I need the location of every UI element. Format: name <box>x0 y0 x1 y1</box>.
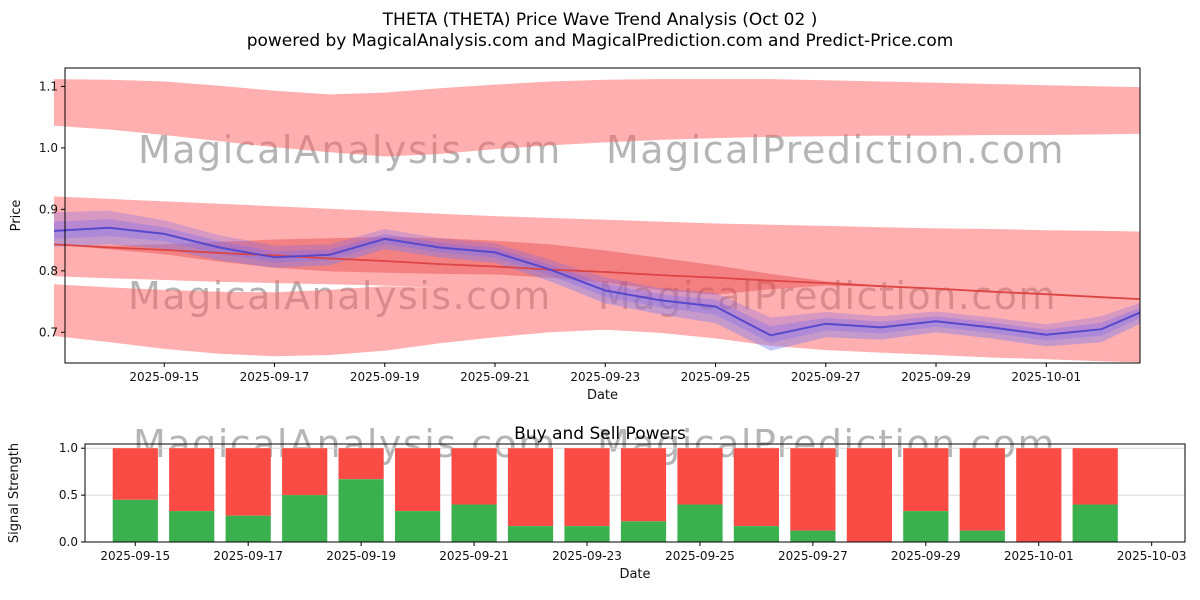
x-tick-label: 2025-09-29 <box>901 370 971 384</box>
x-tick-label: 2025-09-27 <box>778 549 848 563</box>
buy-bar <box>112 499 158 542</box>
y-tick-label: 1.1 <box>39 79 58 93</box>
sell-bar <box>225 448 271 516</box>
x-tick-label: 2025-09-17 <box>213 549 283 563</box>
x-axis-label: Date <box>619 567 650 582</box>
x-tick-label: 2025-09-23 <box>552 549 622 563</box>
buy-bar <box>225 515 271 542</box>
price-trend-chart: 0.7 0.8 0.9 1.0 1.1 2025-09-15 2025-09-17 2025-… <box>9 67 1141 403</box>
buy-bar <box>564 526 610 542</box>
buy-sell-chart: 0.0 0.5 1.0 2025-09-15 2025-09-17 2025-09-19 2… <box>7 441 1187 582</box>
buy-bar <box>733 526 779 542</box>
plot-frame <box>84 443 1186 543</box>
sell-bar <box>677 448 723 505</box>
x-tick-label: 2025-09-19 <box>326 549 396 563</box>
y-tick-label: 0.0 <box>59 535 78 549</box>
core-trend-band <box>54 237 1140 300</box>
sell-bar <box>112 448 158 500</box>
sell-bar <box>1016 448 1062 542</box>
sell-bar <box>169 448 215 511</box>
buy-bar <box>903 511 949 542</box>
buy-bar <box>338 479 384 542</box>
y-tick-label: 0.7 <box>39 325 58 339</box>
buy-bar <box>169 511 215 542</box>
y-axis-label: Signal Strength <box>7 443 22 543</box>
sell-bar <box>790 448 836 531</box>
sell-bar <box>733 448 779 526</box>
sell-bar <box>959 448 1005 531</box>
x-tick-label: 2025-09-19 <box>350 370 420 384</box>
upper-forecast-band <box>54 79 1140 157</box>
x-tick-label: 2025-09-17 <box>240 370 310 384</box>
buy-bar <box>620 521 667 542</box>
sell-bar <box>620 448 667 522</box>
buy-bar <box>451 504 497 542</box>
y-tick-label: 1.0 <box>39 141 58 155</box>
y-tick-label: 1.0 <box>59 441 78 455</box>
buy-bar <box>677 504 723 542</box>
x-tick-label: 2025-09-15 <box>129 370 199 384</box>
x-tick-label: 2025-10-01 <box>1011 370 1081 384</box>
sell-bar <box>846 448 892 542</box>
x-tick-label: 2025-09-23 <box>570 370 640 384</box>
page-subtitle: powered by MagicalAnalysis.com and Magic… <box>246 31 954 51</box>
plot-frame <box>64 67 1141 364</box>
x-tick-label: 2025-09-25 <box>665 549 735 563</box>
y-axis-label: Price <box>9 200 24 232</box>
x-tick-label: 2025-09-21 <box>439 549 509 563</box>
y-tick-label: 0.5 <box>59 488 78 502</box>
x-tick-label: 2025-09-21 <box>460 370 530 384</box>
buy-bar <box>395 511 441 542</box>
x-axis-label: Date <box>587 388 618 403</box>
sell-bar <box>338 448 384 480</box>
buy-bar <box>959 530 1005 542</box>
sell-bar <box>507 448 554 526</box>
buy-bar <box>282 495 328 542</box>
wave-band-inner <box>54 219 1140 343</box>
sell-bar <box>903 448 949 511</box>
sell-bar <box>564 448 610 526</box>
page-title: THETA (THETA) Price Wave Trend Analysis … <box>382 10 818 30</box>
main-forecast-band <box>54 196 1140 359</box>
sell-bar <box>451 448 497 505</box>
sell-bar <box>282 448 328 496</box>
buy-bar <box>507 526 554 542</box>
y-tick-label: 0.8 <box>39 264 58 278</box>
bar-chart-title: Buy and Sell Powers <box>514 424 686 444</box>
x-tick-label: 2025-09-25 <box>681 370 751 384</box>
buy-bar <box>1072 504 1118 542</box>
x-tick-label: 2025-09-29 <box>891 549 961 563</box>
x-tick-label: 2025-09-27 <box>791 370 861 384</box>
price-line <box>53 226 1141 337</box>
x-tick-label: 2025-10-01 <box>1004 549 1074 563</box>
wave-band-outer <box>54 210 1140 351</box>
x-tick-label: 2025-09-15 <box>100 549 170 563</box>
lower-forecast-band <box>54 284 1140 363</box>
x-tick-label: 2025-10-03 <box>1117 549 1187 563</box>
y-tick-label: 0.9 <box>39 202 58 216</box>
sell-bar <box>395 448 441 511</box>
trend-line <box>53 243 1141 300</box>
buy-bar <box>790 530 836 542</box>
sell-bar <box>1072 448 1118 505</box>
